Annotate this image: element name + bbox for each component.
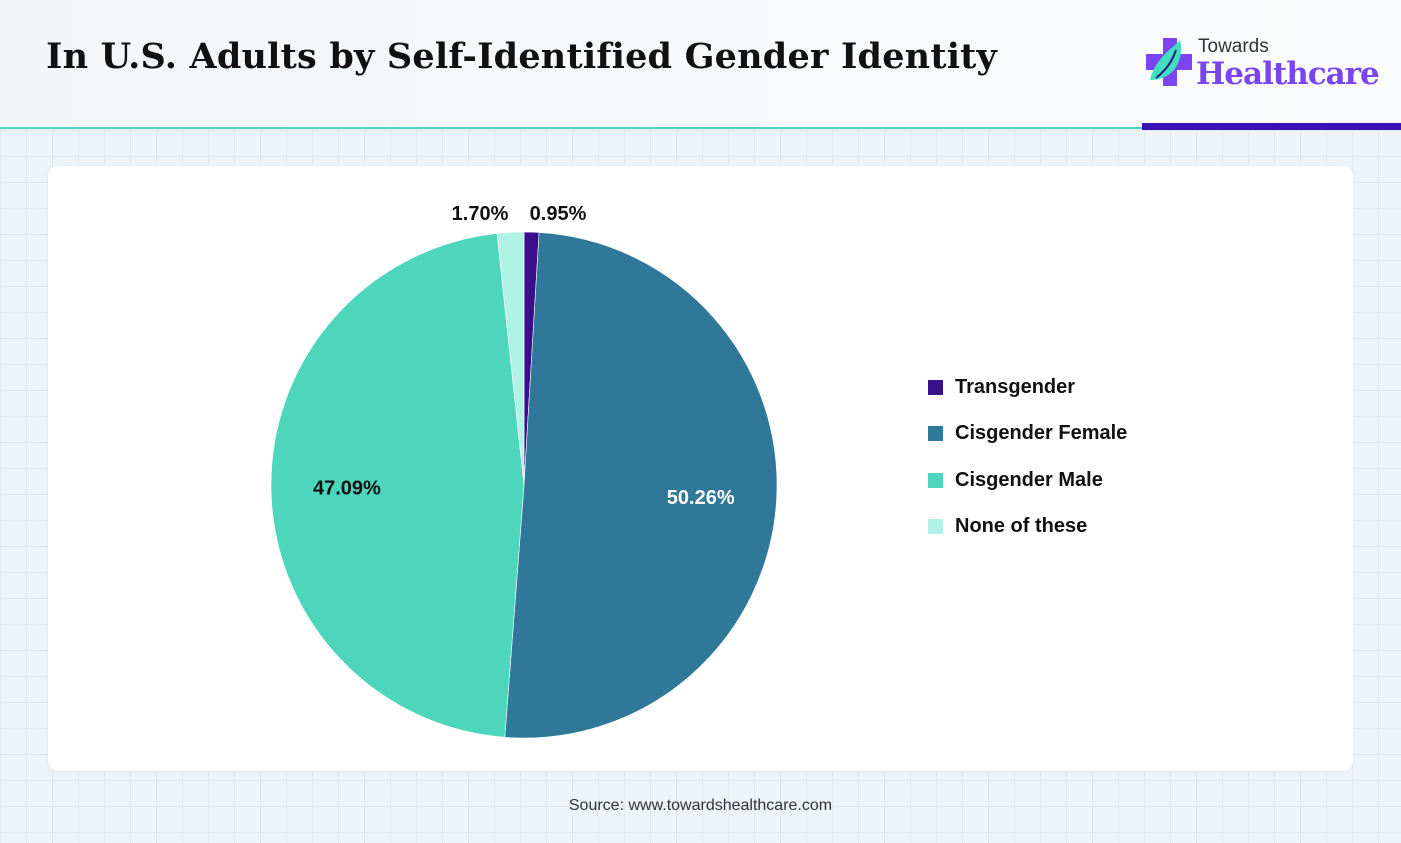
data-label: 47.09%: [313, 478, 381, 500]
pie-slice-cisgender-female: [504, 232, 778, 739]
page-title: In U.S. Adults by Self-Identified Gender…: [46, 36, 998, 77]
legend-label: None of these: [955, 515, 1088, 538]
legend-item-cisgender-male: Cisgender Male: [928, 447, 1127, 514]
logo-cross-leaf-icon: [1146, 38, 1192, 86]
legend-swatch: [928, 472, 943, 488]
data-label: 1.70%: [452, 203, 509, 225]
legend-item-none-of-these: None of these: [928, 494, 1127, 561]
divider-purple: [1142, 123, 1401, 130]
legend-swatch: [928, 519, 943, 535]
data-label: 50.26%: [667, 487, 735, 509]
pie-slice-none-of-these: [496, 231, 525, 486]
legend-label: Cisgender Female: [955, 422, 1128, 445]
pie-slice-cisgender-male: [270, 233, 525, 738]
divider-teal: [0, 127, 1142, 129]
logo-text-towards: Towards: [1198, 36, 1269, 57]
logo: Towards Healthcare: [1146, 36, 1380, 95]
legend: Transgender Cisgender Female Cisgender M…: [928, 354, 1127, 560]
data-label: 0.95%: [530, 203, 587, 225]
legend-label: Transgender: [955, 375, 1076, 398]
legend-item-cisgender-female: Cisgender Female: [928, 401, 1127, 468]
legend-label: Cisgender Male: [955, 468, 1103, 491]
source-note: Source: www.towardshealthcare.com: [568, 797, 833, 814]
legend-swatch: [928, 426, 943, 442]
logo-text-healthcare: Healthcare: [1196, 56, 1380, 92]
legend-swatch: [928, 379, 943, 395]
legend-item-transgender: Transgender: [928, 354, 1127, 421]
